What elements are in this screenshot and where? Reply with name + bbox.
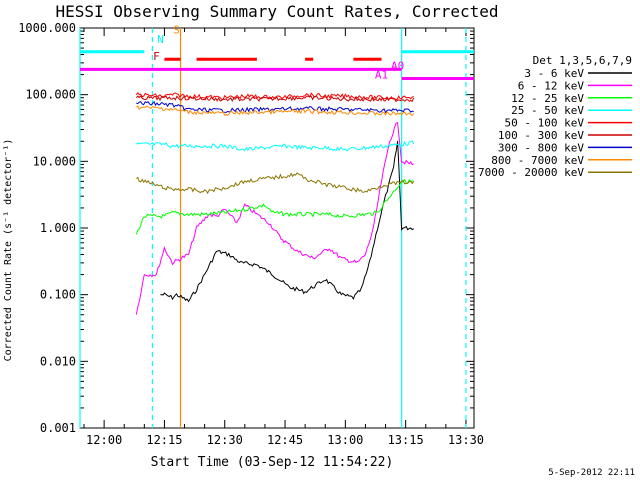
footer-timestamp: 5-Sep-2012 22:11 <box>548 468 635 478</box>
x-tick-label: 13:30 <box>448 433 484 447</box>
series-line <box>135 91 414 101</box>
flag-annotation: S <box>173 24 180 37</box>
y-tick-label: 0.100 <box>40 288 76 302</box>
legend-title: Det 1,3,5,6,7,9 <box>533 54 632 67</box>
series-line <box>160 140 414 303</box>
legend-label: 12 - 25 keV <box>511 92 584 105</box>
y-axis-label: Corrected Count Rate (s⁻¹ detector⁻¹) <box>3 139 14 362</box>
legend-label: 3 - 6 keV <box>524 67 584 80</box>
series-line <box>136 105 415 117</box>
y-tick-label: 1.000 <box>40 221 76 235</box>
legend-label: 6 - 12 keV <box>518 79 585 92</box>
legend-label: 300 - 800 keV <box>498 141 584 154</box>
flag-annotation: F <box>153 50 160 63</box>
series-line <box>135 95 415 103</box>
x-tick-label: 12:45 <box>267 433 303 447</box>
legend-label: 7000 - 20000 keV <box>478 166 584 179</box>
series-line <box>135 121 414 315</box>
series-line <box>136 100 414 114</box>
x-tick-label: 13:00 <box>327 433 363 447</box>
plot-area: 0.001 0.010 0.100 1.000 10.000 100.000 1000.00… <box>18 21 484 447</box>
chart-title: HESSI Observing Summary Count Rates, Cor… <box>55 2 498 21</box>
x-tick-label: 13:15 <box>388 433 424 447</box>
x-tick-label: 12:30 <box>207 433 243 447</box>
y-tick-label: 0.001 <box>40 421 76 435</box>
y-tick-label: 100.000 <box>25 88 76 102</box>
series-line <box>135 178 414 235</box>
legend-label: 25 - 50 keV <box>511 104 584 117</box>
legend-label: 800 - 7000 keV <box>491 154 584 167</box>
y-tick-label: 10.000 <box>33 154 76 168</box>
series-line <box>136 172 415 195</box>
x-tick-label: 12:00 <box>86 433 122 447</box>
y-tick-label: 1000.000 <box>18 21 76 35</box>
flag-annotation: A1 <box>375 68 388 81</box>
series-line <box>135 140 415 152</box>
legend-label: 50 - 100 keV <box>505 117 585 130</box>
y-tick-label: 0.010 <box>40 354 76 368</box>
x-axis-label: Start Time (03-Sep-12 11:54:22) <box>151 455 394 470</box>
flag-annotation: N <box>157 33 164 46</box>
legend-label: 100 - 300 keV <box>498 129 584 142</box>
plot-frame <box>79 27 475 429</box>
x-tick-label: 12:15 <box>146 433 182 447</box>
flag-annotation: A0 <box>391 59 404 72</box>
